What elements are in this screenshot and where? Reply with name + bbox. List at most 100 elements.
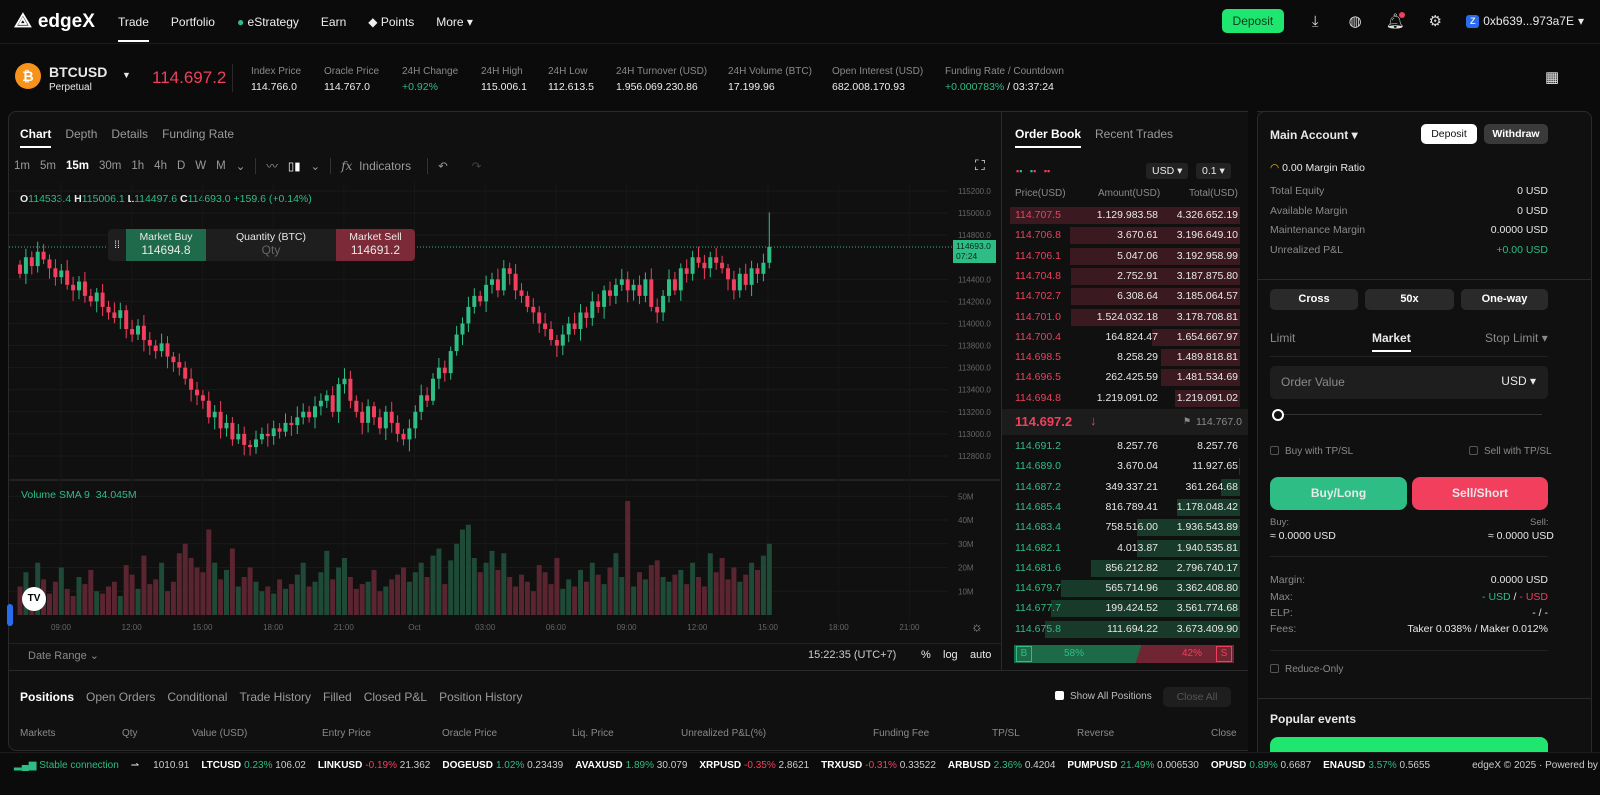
indicators-button[interactable]: fx Indicators <box>341 159 412 173</box>
percent-toggle[interactable]: % <box>921 649 931 661</box>
tab-positions-5[interactable]: Closed P&L <box>363 690 428 704</box>
orderbook-row-bid[interactable]: 114.683.4 758.516.00 1.936.543.89 <box>1010 518 1240 537</box>
orderbook-row-bid[interactable]: 114.679.7 565.714.96 3.362.408.80 <box>1010 579 1240 598</box>
candlestick-icon[interactable]: ▯▮ <box>287 161 301 173</box>
footer-ticker-item[interactable]: XRPUSD -0.35% 2.8621 <box>699 760 810 771</box>
order-slider[interactable] <box>1272 409 1544 421</box>
timeframe-1h[interactable]: 1h <box>131 160 145 172</box>
tab-positions-1[interactable]: Open Orders <box>86 690 156 704</box>
brand-logo[interactable]: ⟁ edgeX <box>14 10 95 32</box>
symbol-selector[interactable]: BTCUSD Perpetual <box>49 64 108 93</box>
footer-ticker-item[interactable]: TRXUSD -0.31% 0.33522 <box>821 760 936 771</box>
drag-handle[interactable]: ⁞⁞ <box>108 229 126 261</box>
nav-earn[interactable]: Earn <box>320 14 347 29</box>
footer-ticker-item[interactable]: LINKUSD -0.19% 21.362 <box>317 760 431 771</box>
margin-mode-button[interactable]: Cross <box>1270 289 1358 310</box>
buy-long-button[interactable]: Buy/Long <box>1270 477 1407 510</box>
tab-details[interactable]: Details <box>111 127 149 141</box>
nav-trade[interactable]: Trade <box>118 2 149 42</box>
footer-ticker-item[interactable]: PUMPUSD 21.49% 0.006530 <box>1067 760 1199 771</box>
sell-short-button[interactable]: Sell/Short <box>1412 477 1548 510</box>
bell-icon[interactable]: 🔔︎ <box>1385 12 1406 30</box>
calculator-icon[interactable]: ▦ <box>1545 69 1560 86</box>
tab-stop-limit[interactable]: Stop Limit ▾ <box>1485 331 1548 345</box>
orderbook-row-ask[interactable]: 114.700.4 164.824.47 1.654.667.97 <box>1010 328 1240 347</box>
tab-positions-6[interactable]: Position History <box>439 690 523 704</box>
tradingview-logo[interactable]: TV <box>22 587 46 611</box>
leverage-button[interactable]: 50x <box>1365 289 1454 310</box>
nav-portfolio[interactable]: Portfolio <box>170 14 215 29</box>
orderbook-row-ask[interactable]: 114.702.7 6.308.64 3.185.064.57 <box>1010 287 1240 306</box>
gear-icon[interactable]: ⚙ <box>1428 13 1442 30</box>
footer-ticker-item[interactable]: ARBUSD 2.36% 0.4204 <box>947 760 1056 771</box>
tab-market[interactable]: Market <box>1372 331 1411 352</box>
deposit-button[interactable]: Deposit <box>1221 9 1285 33</box>
orderbook-row-ask[interactable]: 114.694.8 1.219.091.02 1.219.091.02 <box>1010 389 1240 408</box>
chevron-down-icon[interactable]: ⌄ <box>310 161 321 173</box>
orderbook-row-ask[interactable]: 114.701.0 1.524.032.18 3.178.708.81 <box>1010 308 1240 327</box>
close-all-button[interactable]: Close All <box>1163 687 1231 707</box>
timeframe-5m[interactable]: 5m <box>39 160 56 172</box>
orderbook-row-bid[interactable]: 114.682.1 4.013.87 1.940.535.81 <box>1010 539 1240 558</box>
wallet-button[interactable]: Z 0xb639...973a7E ▾ <box>1466 14 1584 28</box>
order-value-input[interactable]: Order Value USD ▾ <box>1270 366 1548 399</box>
orderbook-row-ask[interactable]: 114.707.5 1.129.983.58 4.326.652.19 <box>1010 206 1240 225</box>
timeframe-15m[interactable]: 15m <box>65 160 89 172</box>
timeframe-M[interactable]: M <box>216 160 226 172</box>
orderbook-row-bid[interactable]: 114.681.6 856.212.82 2.796.740.17 <box>1010 559 1240 578</box>
orderbook-row-ask[interactable]: 114.698.5 8.258.29 1.489.818.81 <box>1010 348 1240 367</box>
orderbook-row-ask[interactable]: 114.706.8 3.670.61 3.196.649.10 <box>1010 226 1240 245</box>
auto-toggle[interactable]: auto <box>970 649 992 661</box>
account-selector[interactable]: Main Account ▾ <box>1270 128 1358 142</box>
tab-funding-rate[interactable]: Funding Rate <box>162 127 235 141</box>
orderbook-view-toggle[interactable]: ▪▪ ▪▪ ▪▪ <box>1016 166 1051 176</box>
footer-ticker-item[interactable]: DOGEUSD 1.02% 0.23439 <box>442 760 564 771</box>
tab-chart[interactable]: Chart <box>20 127 52 148</box>
settings-icon[interactable]: ☼ <box>971 619 983 634</box>
orderbook-row-ask[interactable]: 114.706.1 5.047.06 3.192.958.99 <box>1010 247 1240 266</box>
timeframe-4h[interactable]: 4h <box>154 160 167 172</box>
tab-recent-trades[interactable]: Recent Trades <box>1095 127 1174 141</box>
market-sell-button[interactable]: Market Sell 114691.2 <box>336 229 415 261</box>
orderbook-row-bid[interactable]: 114.691.2 8.257.76 8.257.76 <box>1015 440 1238 452</box>
timeframe-W[interactable]: W <box>195 160 207 172</box>
globe-icon[interactable]: ◍ <box>1348 13 1362 30</box>
tab-limit[interactable]: Limit <box>1270 331 1296 345</box>
chevron-down-icon[interactable]: ⌄ <box>235 161 246 173</box>
pin-icon[interactable]: ⇀ <box>130 760 140 771</box>
undo-icon[interactable]: ↶ <box>438 161 448 173</box>
nav-points[interactable]: ◆ Points <box>368 14 415 29</box>
popular-event-banner[interactable] <box>1270 737 1548 753</box>
tab-positions-2[interactable]: Conditional <box>167 690 228 704</box>
buy-tpsl-checkbox[interactable]: Buy with TP/SL <box>1270 446 1353 457</box>
line-chart-icon[interactable]: 〰 <box>266 161 278 173</box>
unit-select[interactable]: USD ▾ <box>1501 374 1536 388</box>
unit-select[interactable]: USD ▾ <box>1146 163 1189 179</box>
footer-ticker-item[interactable]: AVAXUSD 1.89% 30.079 <box>575 760 688 771</box>
footer-ticker-item[interactable]: OPUSD 0.89% 0.6687 <box>1210 760 1312 771</box>
show-all-positions-checkbox[interactable]: Show All Positions <box>1055 691 1152 702</box>
timeframe-1m[interactable]: 1m <box>14 160 30 172</box>
price-chart[interactable]: 115200.0 115000.0 114800.0 114400.0 114200.0… <box>0 0 1000 670</box>
nav-estrategy[interactable]: ● eStrategy <box>236 14 299 29</box>
footer-ticker-item[interactable]: ENAUSD 3.57% 0.5655 <box>1323 760 1431 771</box>
orderbook-row-bid[interactable]: 114.677.7 199.424.52 3.561.774.68 <box>1010 599 1240 618</box>
step-select[interactable]: 0.1 ▾ <box>1196 163 1231 179</box>
tab-positions-0[interactable]: Positions <box>20 690 75 704</box>
tab-order-book[interactable]: Order Book <box>1015 127 1082 148</box>
chevron-down-icon[interactable]: ▼ <box>122 70 131 80</box>
tab-positions-3[interactable]: Trade History <box>239 690 312 704</box>
quantity-input[interactable]: Quantity (BTC) Qty <box>206 229 336 261</box>
nav-more[interactable]: More ▾ <box>436 14 473 29</box>
orderbook-row-bid[interactable]: 114.689.0 3.670.04 11.927.65 <box>1010 457 1240 476</box>
log-toggle[interactable]: log <box>943 649 958 661</box>
footer-ticker-item[interactable]: LTCUSD 0.23% 106.02 <box>201 760 306 771</box>
withdraw-button[interactable]: Withdraw <box>1484 124 1548 144</box>
redo-icon[interactable]: ↷ <box>471 161 482 173</box>
position-mode-button[interactable]: One-way <box>1461 289 1548 310</box>
market-buy-button[interactable]: Market Buy 114694.8 <box>126 229 206 261</box>
sell-tpsl-checkbox[interactable]: Sell with TP/SL <box>1469 446 1552 457</box>
timeframe-30m[interactable]: 30m <box>99 160 122 172</box>
orderbook-row-bid[interactable]: 114.687.2 349.337.21 361.264.68 <box>1010 478 1240 497</box>
tab-positions-4[interactable]: Filled <box>323 690 352 704</box>
